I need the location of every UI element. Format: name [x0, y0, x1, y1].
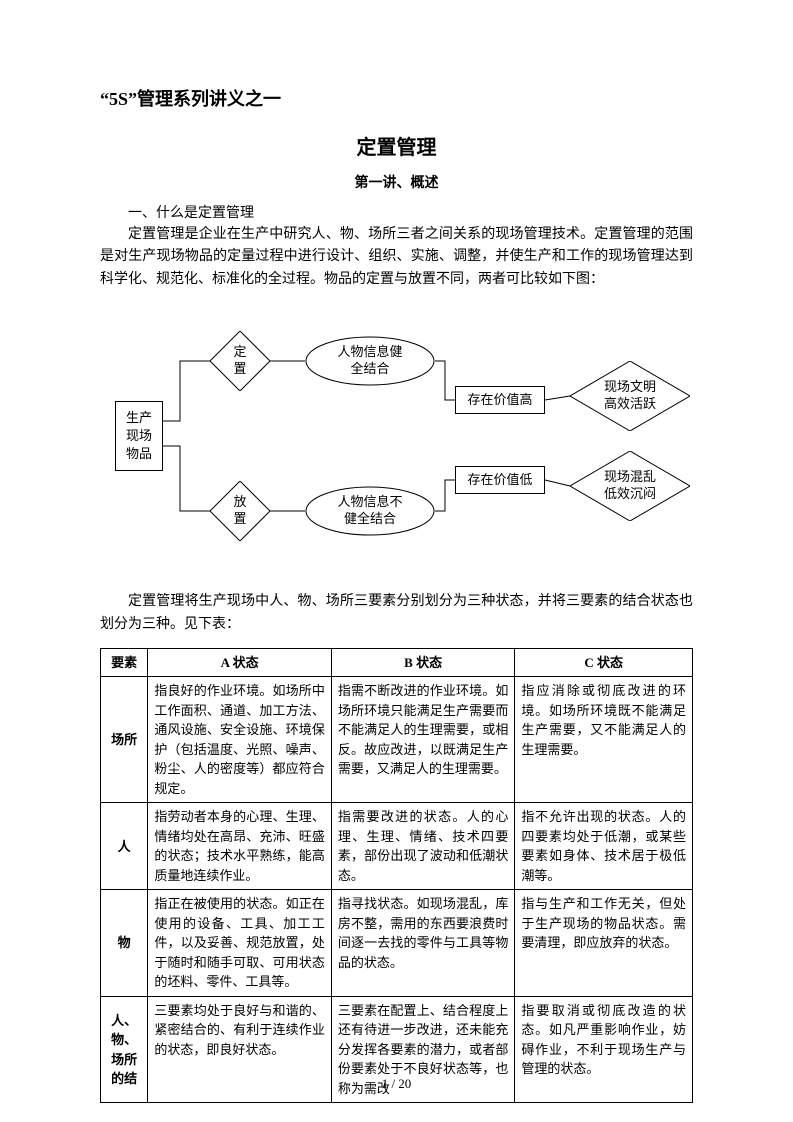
table-cell: 指正在被使用的状态。如正在使用的设备、工具、加工工件，以及妥善、规范放置，处于随… — [148, 890, 332, 997]
table-cell: 指良好的作业环境。如场所中工作面积、通道、加工方法、通风设施、安全设施、环境保护… — [148, 677, 332, 803]
flow-node-o2: 现场混乱 低效沉闷 — [570, 451, 690, 521]
section-heading: 一、什么是定置管理 — [100, 202, 693, 222]
table-cell: 指需不断改进的作业环境。如场所环境只能满足生产需要而不能满足人的生理需要，或相反… — [331, 677, 515, 803]
table-col-header: A 状态 — [148, 648, 332, 677]
table-col-header: C 状态 — [515, 648, 693, 677]
table-cell: 指不允许出现的状态。人的四要素均处于低潮，或某些要素如身体、技术居于极低潮等。 — [515, 803, 693, 890]
flow-node-e1: 人物信息健 全结合 — [305, 336, 435, 386]
table-row: 人指劳动者本身的心理、生理、情绪均处在高昂、充沛、旺盛的状态；技术水平熟练，能高… — [101, 803, 693, 890]
sub-title: 第一讲、概述 — [100, 172, 693, 192]
table-cell: 指应消除或彻底改进的环境。如场所环境既不能满足生产需要，又不能满足人的生理需要。 — [515, 677, 693, 803]
main-title: 定置管理 — [100, 131, 693, 160]
table-col-header: B 状态 — [331, 648, 515, 677]
flow-node-d1: 定 置 — [210, 331, 270, 391]
flow-node-o1: 现场文明 高效活跃 — [570, 361, 690, 431]
flow-node-d2: 放 置 — [210, 481, 270, 541]
table-row: 场所指良好的作业环境。如场所中工作面积、通道、加工方法、通风设施、安全设施、环境… — [101, 677, 693, 803]
table-cell: 指寻找状态。如现场混乱，库房不整，需用的东西要浪费时间逐一去找的零件与工具等物品… — [331, 890, 515, 997]
table-cell: 指需要改进的状态。人的心理、生理、情绪、技术四要素，部份出现了波动和低潮状态。 — [331, 803, 515, 890]
flow-node-e2: 人物信息不 健全结合 — [305, 486, 435, 536]
mid-paragraph: 定置管理将生产现场中人、物、场所三要素分别划分为三种状态，并将三要素的结合状态也… — [100, 591, 693, 636]
series-title: “5S”管理系列讲义之一 — [100, 85, 693, 111]
intro-paragraph: 定置管理是企业在生产中研究人、物、场所三者之间关系的现场管理技术。定置管理的范围… — [100, 224, 693, 291]
table-row-head: 场所 — [101, 677, 148, 803]
table-col-header: 要素 — [101, 648, 148, 677]
flow-node-r2: 存在价值低 — [455, 466, 545, 494]
status-table: 要素A 状态B 状态C 状态 场所指良好的作业环境。如场所中工作面积、通道、加工… — [100, 648, 693, 1104]
table-cell: 指与生产和工作无关，但处于生产现场的物品状态。需要清理，即应放弃的状态。 — [515, 890, 693, 997]
flow-node-src: 生产 现场 物品 — [115, 401, 163, 471]
flow-node-r1: 存在价值高 — [455, 386, 545, 414]
table-row-head: 人 — [101, 803, 148, 890]
table-cell: 指劳动者本身的心理、生理、情绪均处在高昂、充沛、旺盛的状态；技术水平熟练，能高质… — [148, 803, 332, 890]
comparison-flowchart: 生产 现场 物品定 置放 置 人物信息健 全结合人物信息不 健全结合 存在价值高存在… — [100, 301, 693, 581]
page-number: 1 / 20 — [0, 1076, 793, 1092]
table-row: 物指正在被使用的状态。如正在使用的设备、工具、加工工件，以及妥善、规范放置，处于… — [101, 890, 693, 997]
table-header-row: 要素A 状态B 状态C 状态 — [101, 648, 693, 677]
table-row-head: 物 — [101, 890, 148, 997]
document-page: “5S”管理系列讲义之一 定置管理 第一讲、概述 一、什么是定置管理 定置管理是… — [0, 0, 793, 1122]
